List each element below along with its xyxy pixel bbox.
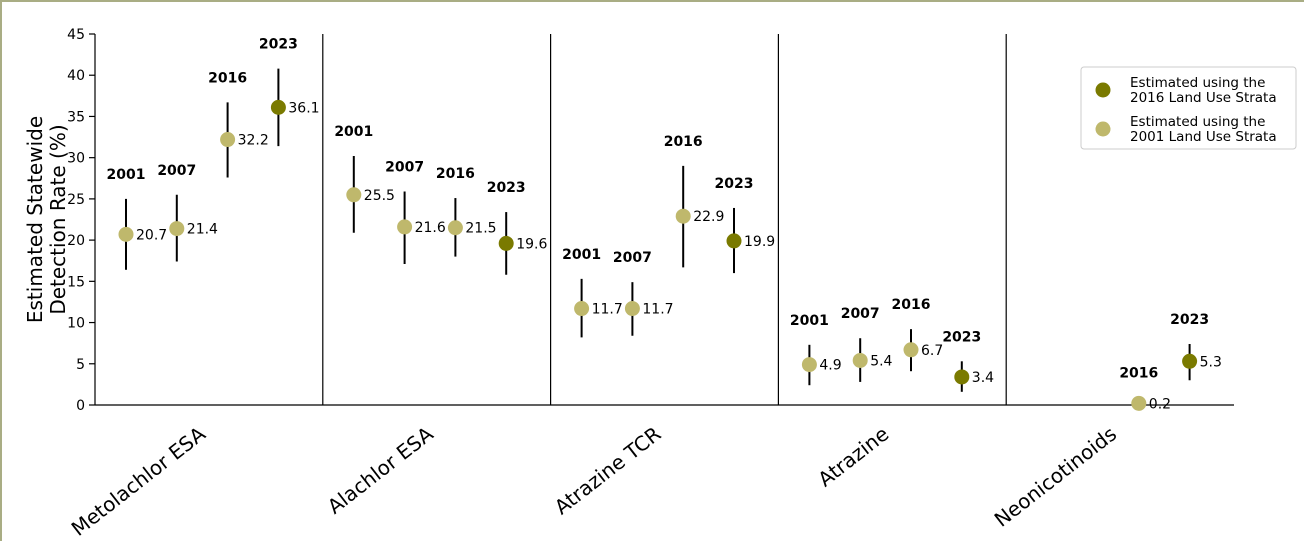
legend-marker <box>1095 82 1111 98</box>
legend-box <box>1080 66 1297 150</box>
data-label: 32.2 <box>238 133 269 149</box>
y-axis: 0 5 10 15 20 25 30 35 40 45 Estimated StatewideDet… <box>23 27 1234 414</box>
group-atrazine-tcr: 11.7 2001 11.7 2007 22.9 2016 19.9 2023 <box>562 134 775 338</box>
data-label: 0.2 <box>1149 396 1171 412</box>
y-tick-label: 40 <box>67 68 85 84</box>
year-label: 2016 <box>208 70 247 86</box>
data-point <box>954 369 970 385</box>
year-label: 2016 <box>436 166 475 182</box>
data-point <box>1131 395 1147 411</box>
data-point <box>346 187 362 203</box>
data-point <box>1182 353 1198 369</box>
data-point <box>397 219 413 235</box>
group-dividers <box>322 34 1007 405</box>
year-label: 2023 <box>487 180 526 196</box>
y-tick-label: 30 <box>67 151 85 167</box>
year-label: 2007 <box>613 250 652 266</box>
data-point <box>220 132 236 148</box>
y-axis-label-line: Estimated Statewide <box>23 116 47 323</box>
y-tick-label: 25 <box>67 192 85 208</box>
data-label: 11.7 <box>642 302 673 318</box>
data-label: 3.4 <box>972 370 994 386</box>
y-axis-label-line: Detection Rate (%) <box>46 124 70 314</box>
category-label: Atrazine TCR <box>550 422 666 520</box>
legend-entry-line: Estimated using the <box>1130 75 1265 91</box>
data-point <box>118 226 134 242</box>
year-label: 2001 <box>107 167 146 183</box>
category-label: Metolachlor ESA <box>67 421 210 540</box>
year-label: 2016 <box>1119 365 1158 381</box>
data-label: 19.6 <box>516 236 547 252</box>
legend: Estimated using the 2016 Land Use StrataE… <box>1080 66 1297 150</box>
y-tick-label: 20 <box>67 233 85 249</box>
data-point <box>903 342 919 358</box>
y-tick-label: 35 <box>67 109 85 125</box>
year-label: 2023 <box>1170 312 1209 328</box>
legend-marker <box>1095 121 1111 137</box>
chart-marks: 20.7 2001 21.4 2007 32.2 2016 36.1 2023 25.5 2001… <box>107 37 1222 413</box>
legend-entry: Estimated using the 2016 Land Use Strata <box>1130 75 1277 106</box>
data-point <box>726 233 742 249</box>
data-point <box>498 235 514 251</box>
data-label: 5.4 <box>870 353 892 369</box>
group-neonicotinoids: 0.2 2016 5.3 2023 <box>1119 312 1222 412</box>
data-point <box>169 221 185 237</box>
data-label: 21.4 <box>187 222 218 238</box>
data-point <box>801 357 817 373</box>
year-label: 2007 <box>157 163 196 179</box>
data-label: 25.5 <box>364 188 395 204</box>
data-label: 5.3 <box>1200 354 1222 370</box>
data-label: 21.6 <box>415 220 446 236</box>
year-label: 2007 <box>385 159 424 175</box>
y-tick-label: 0 <box>76 398 85 414</box>
data-point <box>447 220 463 236</box>
year-label: 2023 <box>942 329 981 345</box>
group-metolachlor-esa: 20.7 2001 21.4 2007 32.2 2016 36.1 2023 <box>107 37 320 270</box>
data-label: 6.7 <box>921 343 943 359</box>
legend-entry-line: 2016 Land Use Strata <box>1130 90 1277 106</box>
data-point <box>270 99 286 115</box>
year-label: 2023 <box>259 37 298 53</box>
year-label: 2007 <box>841 306 880 322</box>
data-label: 22.9 <box>693 209 724 225</box>
data-point <box>675 208 691 224</box>
year-label: 2001 <box>334 124 373 140</box>
y-tick-label: 15 <box>67 274 85 290</box>
category-labels: Metolachlor ESA Alachlor ESA Atrazine TCR A… <box>67 421 1121 540</box>
y-tick-label: 10 <box>67 316 85 332</box>
data-label: 20.7 <box>136 227 167 243</box>
category-label: Neonicotinoids <box>990 422 1121 532</box>
category-label: Alachlor ESA <box>323 421 438 518</box>
y-tick-label: 45 <box>67 27 85 43</box>
group-atrazine: 4.9 2001 5.4 2007 6.7 2016 3.4 2023 <box>790 297 994 392</box>
legend-entry: Estimated using the 2001 Land Use Strata <box>1130 114 1277 145</box>
year-label: 2001 <box>562 247 601 263</box>
data-label: 19.9 <box>744 234 775 250</box>
year-label: 2023 <box>715 176 754 192</box>
data-point <box>574 301 590 317</box>
legend-entry-line: 2001 Land Use Strata <box>1130 129 1277 145</box>
group-alachlor-esa: 25.5 2001 21.6 2007 21.5 2016 19.6 2023 <box>334 124 547 275</box>
year-label: 2016 <box>892 297 931 313</box>
year-label: 2001 <box>790 313 829 329</box>
legend-entry-line: Estimated using the <box>1130 114 1265 130</box>
data-point <box>624 301 640 317</box>
data-label: 4.9 <box>819 358 841 374</box>
data-label: 11.7 <box>592 302 623 318</box>
data-point <box>852 352 868 368</box>
y-axis-label: Estimated StatewideDetection Rate (%) <box>23 116 70 323</box>
category-label: Atrazine <box>813 422 893 492</box>
data-label: 36.1 <box>288 100 319 116</box>
y-tick-label: 5 <box>76 357 85 373</box>
data-label: 21.5 <box>465 221 496 237</box>
year-label: 2016 <box>664 134 703 150</box>
